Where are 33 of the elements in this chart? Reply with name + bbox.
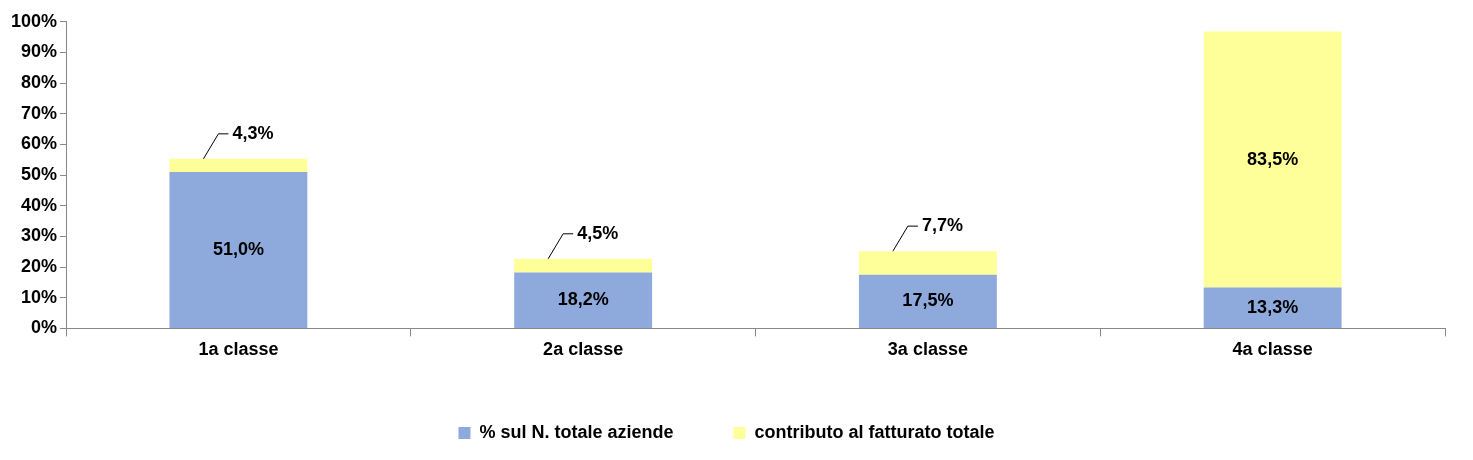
- y-tick-label: 0%: [31, 317, 58, 338]
- y-tick-label: 50%: [21, 164, 58, 185]
- bar: [169, 172, 308, 328]
- bar: [858, 274, 997, 328]
- data-label: 17,5%: [902, 290, 954, 311]
- bar: [1203, 287, 1342, 328]
- y-tick-label: 100%: [10, 10, 58, 31]
- x-tick-label: 3a classe: [887, 339, 968, 360]
- bar: [169, 158, 308, 173]
- data-label: 13,3%: [1247, 296, 1299, 317]
- y-tick-label: 40%: [21, 194, 58, 215]
- bar: [514, 272, 653, 328]
- x-tick-label: 4a classe: [1232, 339, 1313, 360]
- data-label: 4,5%: [577, 222, 619, 243]
- data-label: 83,5%: [1247, 148, 1299, 169]
- y-tick-label: 10%: [21, 286, 58, 307]
- bar: [858, 251, 997, 275]
- y-tick-label: 20%: [21, 256, 58, 277]
- data-label: 4,3%: [232, 122, 274, 143]
- data-label: 51,0%: [212, 238, 264, 259]
- legend-label: contributo al fatturato totale: [754, 421, 995, 442]
- x-tick-label: 1a classe: [198, 339, 279, 360]
- y-tick-label: 70%: [21, 102, 58, 123]
- y-tick-label: 30%: [21, 225, 58, 246]
- data-label: 7,7%: [921, 215, 963, 236]
- legend-label: % sul N. totale aziende: [479, 421, 674, 442]
- data-label: 18,2%: [557, 289, 609, 310]
- bar: [1203, 31, 1342, 288]
- y-tick-label: 90%: [21, 41, 58, 62]
- x-tick-label: 2a classe: [543, 339, 624, 360]
- y-tick-label: 60%: [21, 133, 58, 154]
- y-tick-label: 80%: [21, 72, 58, 93]
- bar: [514, 258, 653, 273]
